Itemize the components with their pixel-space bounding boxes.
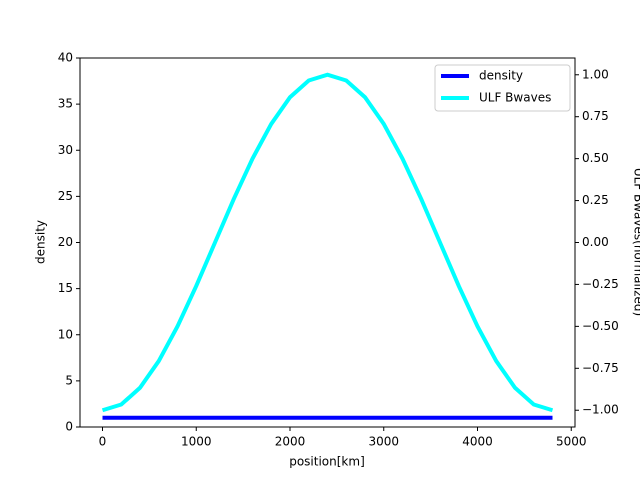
- y2-tick-label: 0.00: [582, 235, 609, 249]
- y2-tick-label: −0.75: [582, 361, 619, 375]
- y-tick-label: 40: [58, 51, 73, 65]
- x-tick-label: 0: [99, 435, 107, 449]
- y2-tick-label: −0.25: [582, 277, 619, 291]
- y-tick-label: 15: [58, 281, 73, 295]
- y-tick-label: 10: [58, 327, 73, 341]
- x-tick-label: 3000: [368, 435, 399, 449]
- y-tick-label: 5: [65, 373, 73, 387]
- data-line: [101, 72, 554, 413]
- y2-tick-label: 0.50: [582, 151, 609, 165]
- x-axis-label: position[km]: [289, 455, 365, 469]
- x-tick-label: 1000: [181, 435, 212, 449]
- y-tick-label: 0: [65, 420, 73, 434]
- y2-tick-label: 0.25: [582, 193, 609, 207]
- y-axis-label: density: [34, 220, 48, 264]
- y2-tick-label: −1.00: [582, 403, 619, 417]
- x-tick-label: 4000: [462, 435, 493, 449]
- legend-label: density: [479, 69, 523, 83]
- y2-tick-label: 1.00: [582, 67, 609, 81]
- x-tick-label: 5000: [556, 435, 587, 449]
- legend-label: ULF Bwaves: [479, 91, 551, 105]
- y-tick-label: 25: [58, 189, 73, 203]
- y2-tick-label: −0.50: [582, 319, 619, 333]
- y-tick-label: 30: [58, 143, 73, 157]
- x-tick-label: 2000: [275, 435, 306, 449]
- y2-tick-label: 0.75: [582, 109, 609, 123]
- y2-axis-label: ULF Bwaves(normalized): [632, 168, 640, 316]
- y-tick-label: 35: [58, 97, 73, 111]
- y-tick-label: 20: [58, 235, 73, 249]
- plot-frame: [79, 57, 576, 428]
